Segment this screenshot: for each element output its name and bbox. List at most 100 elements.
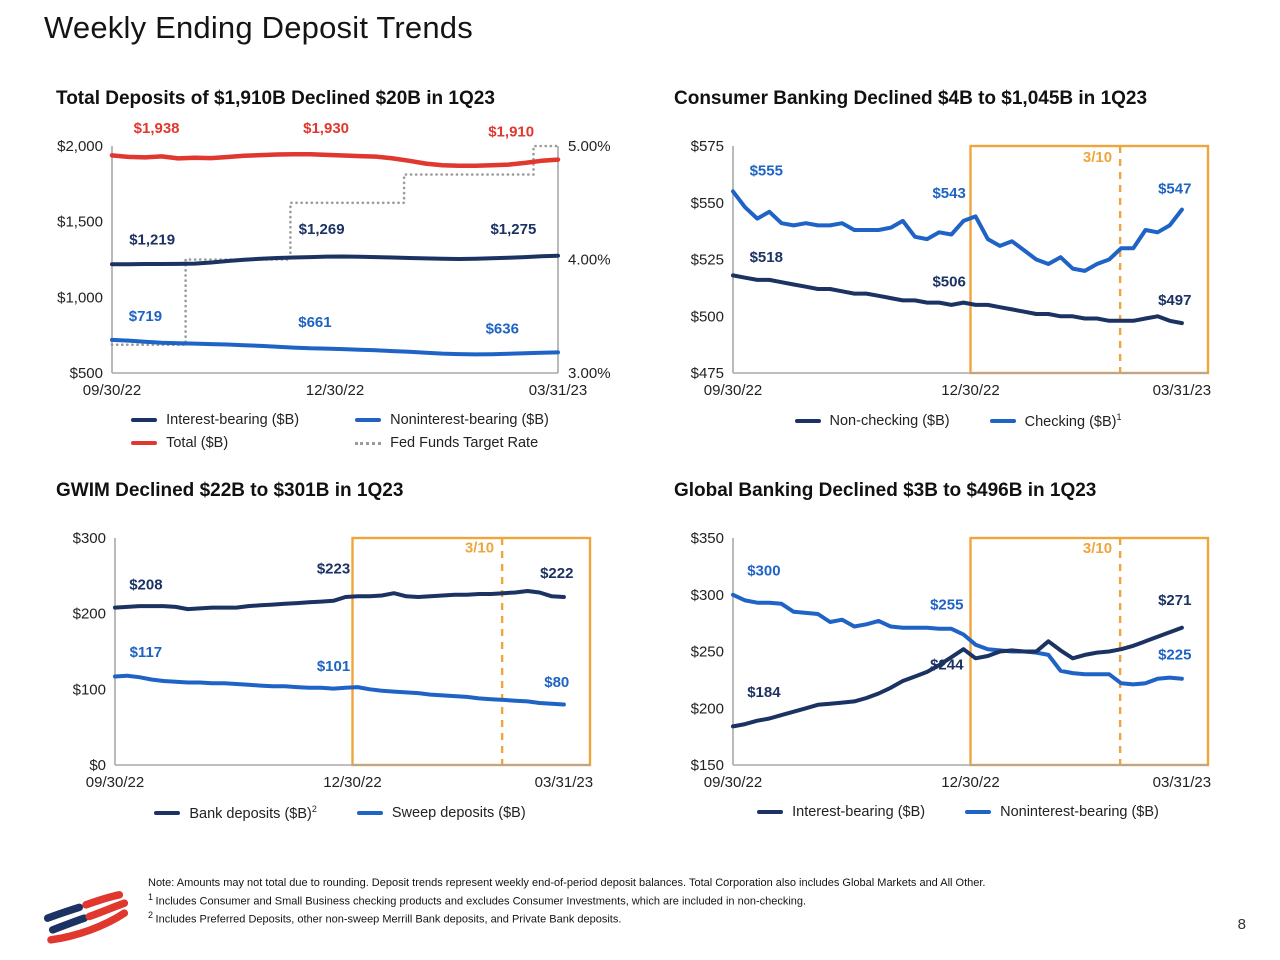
chart-legend: Non-checking ($B) Checking ($B)1 xyxy=(794,412,1122,430)
legend-label: Interest-bearing ($B) xyxy=(166,412,300,428)
chart-gwim: GWIM Declined $22B to $301B in 1Q23 3/10… xyxy=(40,480,640,822)
value-label: $255 xyxy=(930,597,963,614)
x-tick-label: 12/30/22 xyxy=(306,382,364,399)
legend-label: Interest-bearing ($B) xyxy=(792,804,926,820)
value-label: $1,930 xyxy=(303,120,349,137)
event-date-label: 3/10 xyxy=(1083,540,1112,557)
legend-swatch xyxy=(757,810,784,814)
legend-swatch xyxy=(131,441,158,445)
value-label: $101 xyxy=(317,658,350,675)
y-tick-label: $350 xyxy=(691,530,724,547)
legend-label: Noninterest-bearing ($B) xyxy=(1000,804,1159,820)
series-line-fed-funds-target-rate xyxy=(110,144,560,346)
y-tick-label: $1,500 xyxy=(57,214,103,231)
value-label: $661 xyxy=(298,314,331,331)
footnotes: Note: Amounts may not total due to round… xyxy=(148,876,1108,928)
series-line-total-b xyxy=(109,151,561,169)
legend-swatch xyxy=(355,441,382,445)
legend-swatch xyxy=(154,810,181,815)
legend-item-bank-deposits-b: Bank deposits ($B)2 xyxy=(154,804,317,822)
x-tick-label: 03/31/23 xyxy=(1153,774,1211,791)
value-label: $1,938 xyxy=(134,120,180,137)
y-tick-label: $100 xyxy=(73,681,106,698)
chart-legend: Bank deposits ($B)2 Sweep deposits ($B) xyxy=(154,804,526,822)
legend-swatch xyxy=(794,418,821,423)
footnote-line: 1 Includes Consumer and Small Business c… xyxy=(148,891,807,908)
legend-label: Checking ($B)1 xyxy=(1024,412,1122,430)
value-label: $547 xyxy=(1158,181,1191,198)
x-tick-label: 09/30/22 xyxy=(704,382,762,399)
series-line-noninterest-bearing-b xyxy=(731,592,1184,687)
chart-total-deposits: Total Deposits of $1,910B Declined $20B … xyxy=(40,88,640,451)
chart-svg: $2,000 $1,500 $1,000 $500 5.00% 4.00% 3.00% 09/… xyxy=(57,120,611,399)
value-label: $1,219 xyxy=(129,232,175,249)
chart-title: GWIM Declined $22B to $301B in 1Q23 xyxy=(56,480,404,501)
x-tick-label: 12/30/22 xyxy=(323,774,381,791)
footnote-line: 2 Includes Preferred Deposits, other non… xyxy=(148,909,622,926)
event-date-label: 3/10 xyxy=(465,539,494,556)
chart-svg: 3/10 $300 $200 $100 $009/30/22 12/30/22 03/31/… xyxy=(73,530,593,791)
x-tick-label: 09/30/22 xyxy=(86,774,144,791)
y-tick-label: $150 xyxy=(691,757,724,774)
value-label: $1,910 xyxy=(488,124,534,141)
y-tick-label: $250 xyxy=(691,644,724,661)
legend-swatch xyxy=(355,418,382,422)
value-label: $518 xyxy=(750,249,783,266)
series-line-interest-bearing-b xyxy=(731,625,1184,729)
y2-tick-label: 4.00% xyxy=(568,252,611,269)
legend-item-total-b: Total ($B) xyxy=(131,435,299,451)
y-tick-label: $525 xyxy=(691,252,724,269)
y-tick-label: $300 xyxy=(691,587,724,604)
value-label: $208 xyxy=(129,576,162,593)
legend-item-interest-bearing-b: Interest-bearing ($B) xyxy=(757,804,925,820)
value-label: $543 xyxy=(932,185,965,202)
chart-canvas: 3/10 $350 $300 $250 $200 $150 09/30/22 12/30/22… xyxy=(658,508,1238,800)
legend-label: Noninterest-bearing ($B) xyxy=(390,412,549,428)
value-label: $223 xyxy=(317,561,350,578)
legend-label: Sweep deposits ($B) xyxy=(391,804,526,821)
series-line-non-checking-b xyxy=(731,273,1184,326)
chart-global-banking: Global Banking Declined $3B to $496B in … xyxy=(658,480,1258,820)
value-label: $719 xyxy=(129,308,162,325)
legend-label: Bank deposits ($B)2 xyxy=(189,804,317,822)
y2-tick-label: 5.00% xyxy=(568,138,611,155)
y-tick-label: $200 xyxy=(691,700,724,717)
y-tick-label: $500 xyxy=(691,308,724,325)
value-label: $225 xyxy=(1158,646,1191,663)
value-label: $555 xyxy=(750,163,783,180)
legend-item-noninterest-bearing-b: Noninterest-bearing ($B) xyxy=(355,412,549,428)
x-tick-label: 09/30/22 xyxy=(704,774,762,791)
x-tick-label: 09/30/22 xyxy=(83,382,141,399)
y-tick-label: $475 xyxy=(691,365,724,382)
legend-swatch xyxy=(356,810,383,815)
value-label: $506 xyxy=(932,274,965,291)
footnote-line: Note: Amounts may not total due to round… xyxy=(148,877,986,889)
x-tick-label: 03/31/23 xyxy=(529,382,587,399)
legend-label: Non-checking ($B) xyxy=(829,412,950,429)
y2-tick-label: 3.00% xyxy=(568,365,611,382)
chart-legend: Interest-bearing ($B) Noninterest-bearing… xyxy=(757,804,1159,820)
legend-item-fed-funds-target-rate: Fed Funds Target Rate xyxy=(355,435,549,451)
legend-item-noninterest-bearing-b: Noninterest-bearing ($B) xyxy=(965,804,1159,820)
legend-label: Fed Funds Target Rate xyxy=(390,435,539,451)
value-label: $300 xyxy=(747,562,780,579)
y-tick-label: $1,000 xyxy=(57,289,103,306)
legend-item-checking-b: Checking ($B)1 xyxy=(989,412,1122,430)
value-label: $1,275 xyxy=(490,221,536,238)
value-label: $271 xyxy=(1158,592,1191,609)
x-tick-label: 12/30/22 xyxy=(941,774,999,791)
chart-canvas: $2,000 $1,500 $1,000 $500 5.00% 4.00% 3.00% 09/… xyxy=(40,116,620,408)
y-tick-label: $575 xyxy=(691,138,724,155)
y-tick-label: $500 xyxy=(70,365,103,382)
value-label: $244 xyxy=(930,657,964,674)
legend-swatch xyxy=(989,418,1016,423)
event-date-label: 3/10 xyxy=(1083,149,1112,166)
chart-consumer-banking: Consumer Banking Declined $4B to $1,045B… xyxy=(658,88,1258,430)
value-label: $222 xyxy=(540,565,573,582)
value-label: $1,269 xyxy=(299,221,345,238)
chart-title: Total Deposits of $1,910B Declined $20B … xyxy=(56,88,495,109)
y-tick-label: $300 xyxy=(73,530,106,547)
